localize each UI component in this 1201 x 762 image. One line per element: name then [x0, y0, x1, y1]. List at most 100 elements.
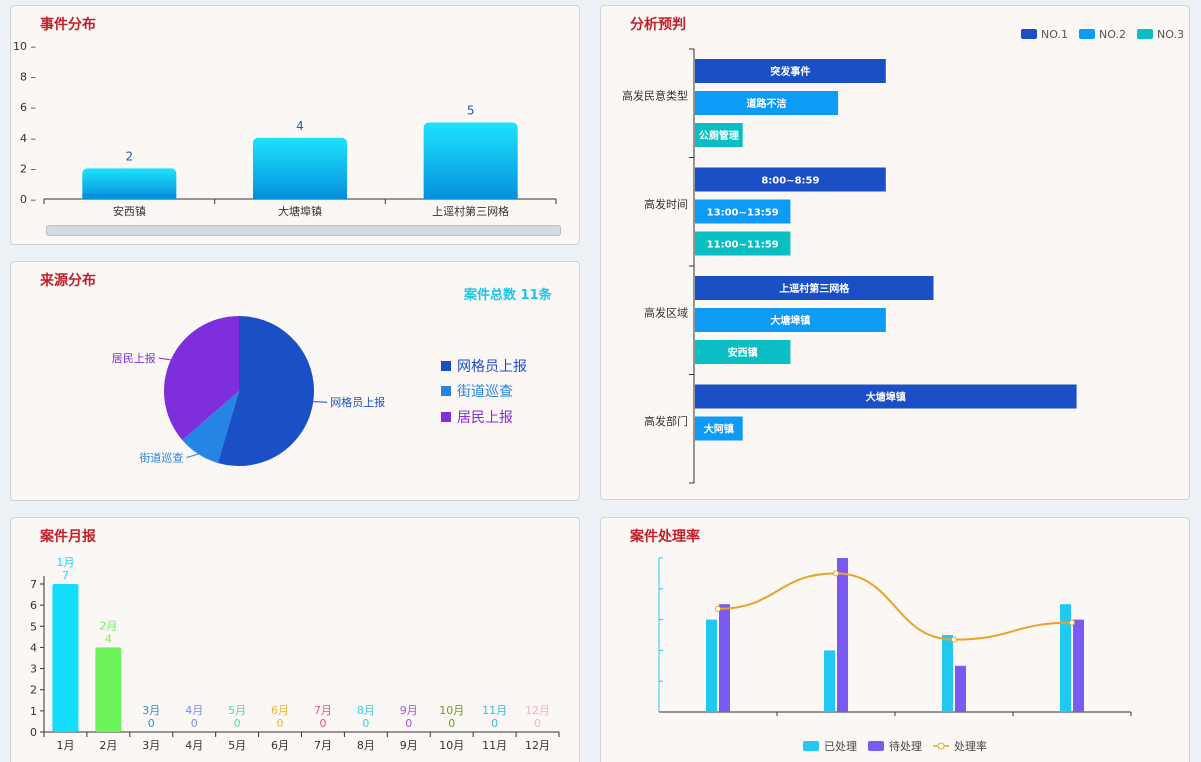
legend-label: 已处理 — [824, 740, 857, 753]
analysis-bar-label: 11:00~11:59 — [707, 240, 779, 251]
processing-rate-point — [1069, 619, 1075, 626]
y-tick-label: 1 — [30, 705, 37, 718]
analysis-bar — [695, 276, 934, 300]
processed-bar — [706, 619, 717, 712]
analysis-bar — [695, 167, 886, 192]
y-tick-label: 10 – — [13, 40, 36, 53]
event-bar-base — [82, 194, 177, 199]
y-tick-label: 7 — [30, 578, 37, 591]
x-tick-label: 8月 — [357, 739, 375, 752]
legend-swatch — [868, 741, 884, 751]
pending-bar — [955, 665, 966, 712]
month-bar-value: 0 — [534, 717, 541, 730]
event-distribution-title: 事件分布 — [40, 17, 96, 33]
processing-rate-panel: 案件处理率 已处理 待处理 处理率 — [600, 517, 1190, 762]
event-bar — [423, 122, 518, 199]
pie-slice — [164, 316, 239, 441]
processing-rate-line — [717, 572, 1073, 641]
legend-label: NO.1 — [1041, 28, 1068, 41]
analysis-title: 分析预判 — [630, 17, 686, 33]
month-bar-value: 7 — [62, 569, 69, 582]
analysis-bar-label: 突发事件 — [770, 65, 810, 78]
x-tick-label: 10月 — [439, 739, 464, 752]
processed-bar — [824, 650, 835, 712]
analysis-bar — [695, 91, 839, 115]
month-bar-value: 0 — [191, 717, 198, 730]
event-bar-value: 2 — [126, 149, 134, 163]
month-bar-month-label: 12月 — [525, 704, 550, 717]
legend-swatch — [1137, 29, 1153, 39]
analysis-bar-label: 大塘埠镇 — [770, 314, 810, 327]
y-tick-label: 8 – — [20, 71, 36, 84]
processing-rate-point — [715, 605, 721, 612]
month-bar-month-label: 3月 — [142, 704, 160, 717]
y-tick-label: 3 — [30, 663, 37, 676]
month-bar-value: 0 — [148, 717, 155, 730]
month-bar-value: 0 — [234, 717, 241, 730]
event-distribution-chart: 0 – 2 – 4 – 6 – 8 – 10 – 2 安西镇 4 大塘埠镇 5 上逕村第三网格 — [13, 40, 557, 218]
month-bar-month-label: 9月 — [400, 704, 418, 717]
analysis-bar — [695, 308, 886, 332]
x-tick-label: 3月 — [142, 739, 160, 752]
x-tick-label: 大塘埠镇 — [278, 204, 322, 218]
analysis-bar — [695, 59, 886, 83]
analysis-bar — [695, 231, 791, 256]
processed-bar — [1060, 604, 1071, 712]
legend-label: NO.2 — [1099, 28, 1126, 41]
x-tick-label: 4月 — [185, 739, 203, 752]
event-bar-base — [253, 194, 347, 199]
analysis-bar-label: 大阿镇 — [704, 423, 734, 436]
month-bar-value: 0 — [448, 717, 455, 730]
legend-resident-report[interactable]: 居民上报 — [441, 407, 513, 427]
analysis-bar — [695, 416, 743, 441]
case-total-label: 案件总数 11条 — [464, 288, 552, 303]
analysis-bar-label: 13:00~13:59 — [707, 208, 779, 219]
legend-grid-reporter[interactable]: 网格员上报 — [441, 356, 527, 376]
analysis-bar-label: 道路不洁 — [747, 97, 787, 110]
legend-swatch — [1079, 29, 1095, 39]
pie-label-line — [313, 401, 328, 403]
chart-scrollbar[interactable] — [46, 225, 561, 236]
monthly-report-panel: 案件月报 0 1 2 3 4 5 6 7 1月 7 1月 2月 4 2月 3月 0 3月 4月 0 4月 5月 0 5月 6月… — [10, 517, 580, 762]
legend-label: 居民上报 — [457, 410, 513, 426]
month-bar-month-label: 10月 — [439, 704, 464, 717]
y-tick-label: 6 — [30, 599, 37, 612]
event-bar-value: 4 — [296, 119, 304, 133]
legend-swatch-dot — [937, 742, 945, 750]
analysis-panel: 分析预判 NO.1 NO.2 NO.3 高发民意类型 突发事件 道路不洁 公厕管理 高发时间 8… — [600, 5, 1190, 500]
monthly-report-chart: 012345671月71月2月42月3月03月4月04月5月05月6月06月7月… — [30, 556, 560, 752]
month-bar — [95, 647, 122, 732]
legend-swatch — [441, 412, 451, 422]
x-tick-label: 5月 — [228, 739, 246, 752]
legend-swatch — [1021, 29, 1037, 39]
y-tick-label: 0 — [30, 726, 37, 739]
month-bar-month-label: 5月 — [228, 704, 246, 717]
month-bar-value: 0 — [277, 717, 284, 730]
legend-swatch — [441, 386, 451, 396]
x-tick-label: 7月 — [314, 739, 332, 752]
y-category-label: 高发时间 — [644, 197, 688, 211]
y-category-label: 高发民意类型 — [622, 88, 688, 102]
processed-bar — [942, 635, 953, 712]
pending-bar — [719, 604, 730, 712]
event-bar-base — [423, 194, 518, 199]
legend-label: NO.3 — [1157, 28, 1184, 41]
month-bar-month-label: 1月 — [56, 556, 74, 569]
processing-rate-point — [833, 570, 839, 577]
analysis-bar — [695, 123, 743, 147]
legend-label: 街道巡查 — [457, 384, 513, 400]
x-tick-label: 1月 — [56, 739, 74, 752]
pending-bar — [837, 558, 848, 712]
month-bar — [52, 584, 79, 732]
y-tick-label: 6 – — [20, 101, 36, 114]
monthly-report-title: 案件月报 — [40, 529, 96, 545]
month-bar-value: 4 — [105, 632, 112, 645]
legend-label: 网格员上报 — [457, 359, 527, 375]
legend-street-patrol[interactable]: 街道巡查 — [441, 381, 513, 401]
month-bar-value: 0 — [405, 717, 412, 730]
analysis-bar-label: 安西镇 — [728, 346, 758, 359]
pie-slice-label: 网格员上报 — [330, 395, 385, 409]
legend-swatch — [441, 361, 451, 371]
y-tick-label: 4 – — [20, 132, 36, 145]
y-category-label: 高发区域 — [644, 305, 688, 319]
